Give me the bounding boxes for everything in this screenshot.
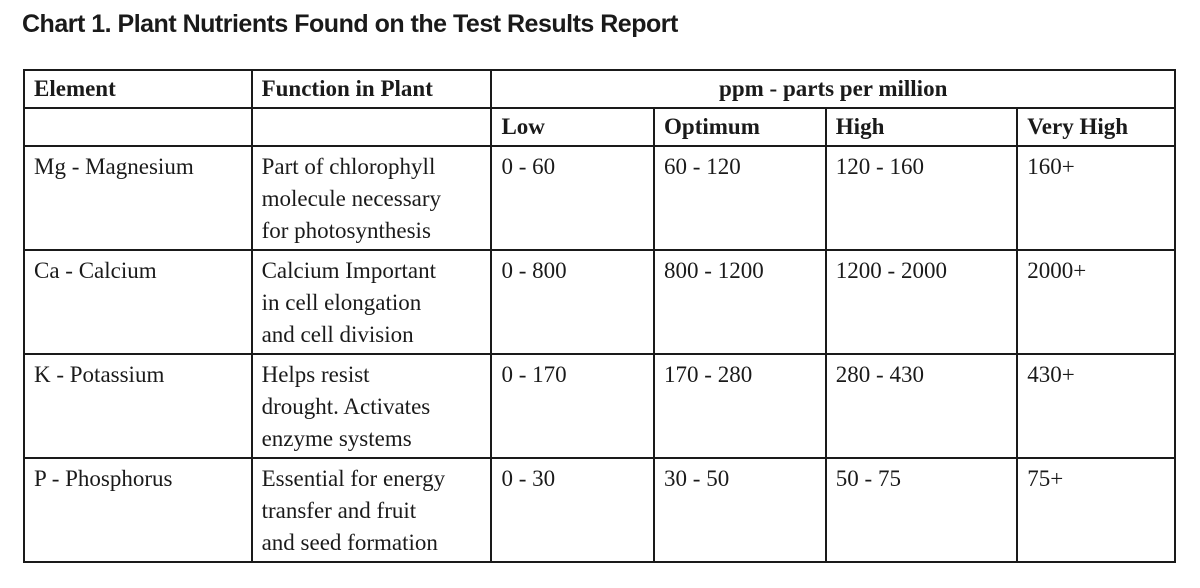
header-row: Element Function in Plant ppm - parts pe… xyxy=(23,69,1176,109)
table-row: P - Phosphorus Essential for energy tran… xyxy=(23,457,1176,563)
high-cell: 50 - 75 xyxy=(824,457,1019,563)
low-cell: 0 - 60 xyxy=(490,145,656,251)
function-line: and cell division xyxy=(261,322,414,347)
high-cell: 120 - 160 xyxy=(824,145,1019,251)
very-high-cell: 160+ xyxy=(1016,145,1176,251)
very-high-cell: 2000+ xyxy=(1016,249,1176,355)
function-line: in cell elongation xyxy=(261,290,422,315)
subheader-blank-element xyxy=(23,107,253,147)
header-ppm: ppm - parts per million xyxy=(490,69,1176,109)
function-line: Helps resist xyxy=(261,362,370,387)
function-line: Calcium Important xyxy=(261,258,436,283)
table-row: Ca - Calcium Calcium Important in cell e… xyxy=(23,249,1176,355)
optimum-cell: 800 - 1200 xyxy=(653,249,827,355)
header-high: High xyxy=(824,107,1019,147)
element-cell: Mg - Magnesium xyxy=(23,145,253,251)
nutrients-table: Element Function in Plant ppm - parts pe… xyxy=(23,69,1176,563)
high-cell: 280 - 430 xyxy=(824,353,1019,459)
function-line: drought. Activates xyxy=(261,394,431,419)
low-cell: 0 - 30 xyxy=(490,457,656,563)
element-cell: P - Phosphorus xyxy=(23,457,253,563)
header-optimum: Optimum xyxy=(653,107,827,147)
subheader-blank-function xyxy=(250,107,493,147)
function-cell: Helps resist drought. Activates enzyme s… xyxy=(250,353,493,459)
very-high-cell: 75+ xyxy=(1016,457,1176,563)
header-element: Element xyxy=(23,69,253,109)
function-line: enzyme systems xyxy=(261,426,412,451)
header-function: Function in Plant xyxy=(250,69,493,109)
header-low: Low xyxy=(490,107,656,147)
high-cell: 1200 - 2000 xyxy=(824,249,1019,355)
function-cell: Essential for energy transfer and fruit … xyxy=(250,457,493,563)
function-line: Essential for energy xyxy=(261,466,446,491)
low-cell: 0 - 170 xyxy=(490,353,656,459)
low-cell: 0 - 800 xyxy=(490,249,656,355)
optimum-cell: 60 - 120 xyxy=(653,145,827,251)
function-line: transfer and fruit xyxy=(261,498,417,523)
optimum-cell: 170 - 280 xyxy=(653,353,827,459)
function-line: Part of chlorophyll xyxy=(261,154,436,179)
table-row: K - Potassium Helps resist drought. Acti… xyxy=(23,353,1176,459)
function-cell: Calcium Important in cell elongation and… xyxy=(250,249,493,355)
function-line: and seed formation xyxy=(261,530,438,555)
element-cell: K - Potassium xyxy=(23,353,253,459)
very-high-cell: 430+ xyxy=(1016,353,1176,459)
element-cell: Ca - Calcium xyxy=(23,249,253,355)
chart-title: Chart 1. Plant Nutrients Found on the Te… xyxy=(22,10,678,38)
subheader-row: Low Optimum High Very High xyxy=(23,107,1176,147)
table-row: Mg - Magnesium Part of chlorophyll molec… xyxy=(23,145,1176,251)
function-cell: Part of chlorophyll molecule necessary f… xyxy=(250,145,493,251)
function-line: molecule necessary xyxy=(261,186,442,211)
header-very-high: Very High xyxy=(1016,107,1176,147)
function-line: for photosynthesis xyxy=(261,218,431,243)
optimum-cell: 30 - 50 xyxy=(653,457,827,563)
